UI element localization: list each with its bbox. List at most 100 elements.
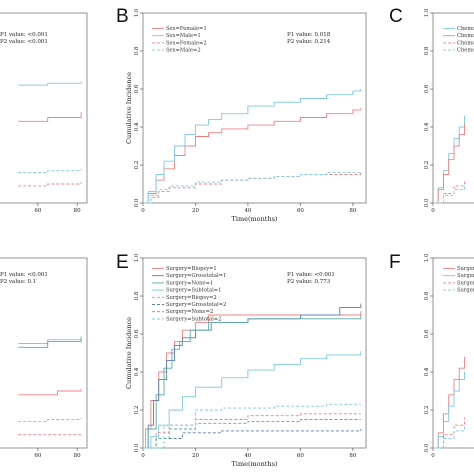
x-tick-label: 60: [297, 453, 304, 459]
series-line-2: [18, 168, 82, 174]
y-tick-label: 1.0: [424, 8, 430, 17]
legend-entry: Surgery=Biopsy=1: [166, 266, 217, 272]
p-value-text: P1 value: <0.001: [0, 272, 48, 278]
x-tick-label: 40: [244, 453, 251, 459]
series-line-3: [18, 182, 82, 187]
series-line-2: [433, 180, 465, 204]
y-tick-label: 0.4: [134, 367, 140, 376]
series-line-0: [143, 311, 362, 449]
plot-frame: [0, 257, 88, 449]
series-line-0: [18, 81, 82, 86]
panel-letter: C: [389, 6, 403, 27]
legend-entry: Sex=Female=1: [166, 26, 207, 32]
series-line-3: [143, 351, 362, 449]
panel-f: 0.00.20.40.60.81.00SurgerSurgerSurgerSur…: [389, 252, 474, 459]
series-line-0: [143, 108, 362, 204]
y-axis-label: Cumulative Incidence: [125, 317, 133, 389]
x-tick-label: 0: [141, 208, 145, 214]
y-tick-label: 0.6: [424, 84, 430, 93]
series-line-1: [18, 111, 82, 122]
x-tick-label: 20: [192, 208, 199, 214]
x-tick-label: 0: [431, 208, 435, 214]
legend-entry: Surger: [457, 288, 474, 294]
p-value-text: P1 value: <0.001: [0, 32, 48, 38]
series-group: [143, 89, 362, 204]
x-tick-label: 80: [74, 208, 81, 214]
series-line-3: [433, 425, 465, 449]
legend-entry: Surgery=None=2: [166, 309, 213, 315]
y-tick-label: 0.4: [424, 367, 430, 376]
series-group: [143, 303, 362, 449]
series-group: [18, 81, 82, 187]
legend-entry: Chemoth: [457, 33, 474, 39]
legend-entry: Surgery=Grosstotal=2: [166, 302, 226, 308]
y-tick-label: 0.8: [424, 291, 430, 300]
series-group: [433, 115, 465, 204]
y-tick-label: 1.0: [424, 253, 430, 262]
x-axis-label: Time(months): [232, 460, 278, 468]
y-tick-label: 0.2: [424, 406, 430, 415]
series-line-3: [18, 417, 82, 422]
p-value-text: P2 value: 0.1: [0, 279, 36, 285]
y-tick-label: 0.0: [134, 443, 140, 452]
y-tick-label: 0.8: [424, 46, 430, 55]
panel-e: 0.0 0.2 0.4 0.6 0.8 1.0 Cumulative Incidence 0 2…: [116, 252, 367, 468]
series-line-2: [433, 417, 465, 449]
y-axis-label: Cumulative Incidence: [125, 72, 133, 144]
y-tick-label: 0.2: [424, 161, 430, 170]
series-line-1: [18, 337, 82, 348]
y-tick-label: 0.2: [134, 161, 140, 170]
plot-frame: [432, 12, 474, 204]
series-line-0: [433, 115, 465, 204]
series-line-1: [143, 303, 362, 449]
legend-entry: Surgery=None=1: [166, 280, 213, 286]
p-value-text: P1 value: <0.001: [287, 272, 335, 278]
series-line-0: [433, 356, 465, 449]
panel-letter: F: [389, 252, 401, 273]
y-tick-label: 0.0: [424, 443, 430, 452]
plot-frame: [142, 12, 367, 204]
x-tick-label: 80: [349, 208, 356, 214]
y-tick-label: 0.2: [134, 406, 140, 415]
legend-entry: Chemoth: [457, 48, 474, 54]
p-value-text: P2 value: 0.773: [287, 279, 331, 285]
x-tick-label: 40: [244, 208, 251, 214]
y-tick-label: 0.6: [134, 329, 140, 338]
legend-entry: Surger: [457, 266, 474, 272]
y-tick-label: 0.4: [134, 122, 140, 131]
y-tick-label: 0.8: [134, 291, 140, 300]
p-value-text: P2 value: 0.214: [287, 39, 331, 45]
y-tick-label: 0.0: [424, 198, 430, 207]
panel-c: 0.00.20.40.60.81.00ChemothChemothChemoth…: [389, 6, 474, 214]
y-tick-label: 0.6: [134, 84, 140, 93]
panel-letter: E: [116, 252, 129, 273]
legend-entry: Sex=Male=2: [166, 48, 201, 54]
legend-entry: Sex=Female=2: [166, 40, 207, 46]
x-tick-label: 60: [34, 453, 41, 459]
legend-entry: Chemoth: [457, 26, 474, 32]
x-tick-label: 60: [34, 208, 41, 214]
series-line-1: [433, 372, 465, 449]
legend-entry: Surgery=Grosstotal=1: [166, 273, 226, 279]
y-tick-label: 1.0: [134, 8, 140, 17]
legend-entry: Surgery=Subtotal=2: [166, 316, 221, 322]
legend-entry: Sex=Male=1: [166, 33, 201, 39]
legend-entry: Surgery=Subtotal=1: [166, 288, 221, 294]
series-line-0: [18, 335, 82, 344]
series-line-5: [143, 429, 362, 449]
plot-frame: [0, 12, 88, 204]
legend-entry: Chemoth: [457, 40, 474, 46]
p-value-text: P2 value: <0.001: [0, 39, 48, 45]
x-tick-label: 0: [141, 453, 145, 459]
series-line-3: [143, 170, 362, 204]
x-axis-label: Time(months): [232, 215, 278, 223]
series-group: [18, 335, 82, 436]
y-tick-label: 0.0: [134, 198, 140, 207]
legend-entry: Surger: [457, 273, 474, 279]
series-line-2: [18, 389, 82, 396]
series-line-1: [143, 89, 362, 204]
series-line-2: [143, 172, 362, 204]
